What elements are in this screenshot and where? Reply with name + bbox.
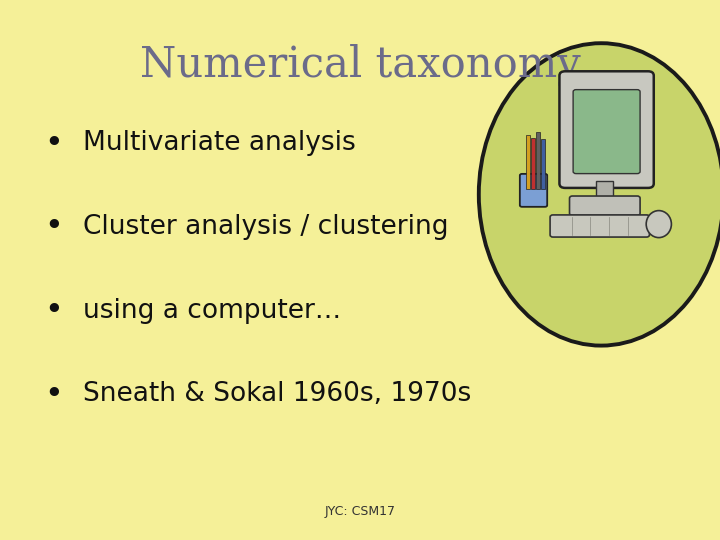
Text: Sneath & Sokal 1960s, 1970s: Sneath & Sokal 1960s, 1970s (83, 381, 471, 407)
Ellipse shape (479, 43, 720, 346)
Text: •: • (45, 295, 63, 326)
Point (567, 214, 576, 220)
FancyBboxPatch shape (559, 71, 654, 188)
FancyBboxPatch shape (573, 90, 640, 174)
Point (605, 232, 613, 238)
Point (567, 232, 576, 238)
Point (624, 232, 632, 238)
Text: •: • (45, 379, 63, 410)
Bar (536, 132, 540, 189)
Text: •: • (45, 127, 63, 159)
Text: using a computer…: using a computer… (83, 298, 341, 323)
Point (586, 214, 595, 220)
Bar (526, 135, 530, 189)
Text: •: • (45, 211, 63, 242)
FancyBboxPatch shape (550, 215, 649, 237)
Bar (596, 181, 613, 200)
Text: JYC: CSM17: JYC: CSM17 (325, 505, 395, 518)
Point (605, 214, 613, 220)
Bar (531, 138, 535, 189)
FancyBboxPatch shape (570, 196, 640, 215)
Bar (541, 139, 545, 189)
FancyBboxPatch shape (520, 174, 547, 207)
Point (624, 214, 632, 220)
Text: Multivariate analysis: Multivariate analysis (83, 130, 356, 156)
Text: Cluster analysis / clustering: Cluster analysis / clustering (83, 214, 449, 240)
Ellipse shape (646, 211, 671, 238)
Point (586, 232, 595, 238)
Text: Numerical taxonomy: Numerical taxonomy (140, 43, 580, 86)
